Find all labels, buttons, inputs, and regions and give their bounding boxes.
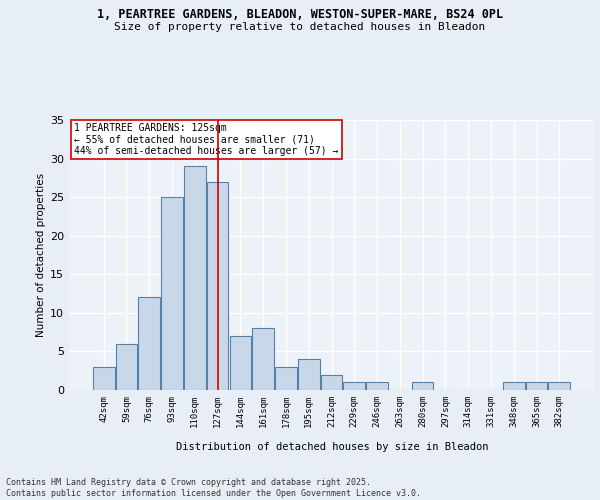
Bar <box>343 382 365 390</box>
Bar <box>503 382 524 390</box>
Bar <box>207 182 229 390</box>
Bar <box>526 382 547 390</box>
Bar <box>184 166 206 390</box>
Text: Size of property relative to detached houses in Bleadon: Size of property relative to detached ho… <box>115 22 485 32</box>
Bar <box>139 298 160 390</box>
Y-axis label: Number of detached properties: Number of detached properties <box>36 173 46 337</box>
Bar <box>230 336 251 390</box>
Bar <box>412 382 433 390</box>
Bar <box>116 344 137 390</box>
Text: 1, PEARTREE GARDENS, BLEADON, WESTON-SUPER-MARE, BS24 0PL: 1, PEARTREE GARDENS, BLEADON, WESTON-SUP… <box>97 8 503 20</box>
Bar <box>366 382 388 390</box>
Bar <box>253 328 274 390</box>
Bar <box>298 359 320 390</box>
Bar <box>320 374 343 390</box>
Bar <box>548 382 570 390</box>
Text: Distribution of detached houses by size in Bleadon: Distribution of detached houses by size … <box>176 442 488 452</box>
Bar <box>161 197 183 390</box>
Text: Contains HM Land Registry data © Crown copyright and database right 2025.
Contai: Contains HM Land Registry data © Crown c… <box>6 478 421 498</box>
Bar <box>275 367 297 390</box>
Text: 1 PEARTREE GARDENS: 125sqm
← 55% of detached houses are smaller (71)
44% of semi: 1 PEARTREE GARDENS: 125sqm ← 55% of deta… <box>74 122 338 156</box>
Bar <box>93 367 115 390</box>
